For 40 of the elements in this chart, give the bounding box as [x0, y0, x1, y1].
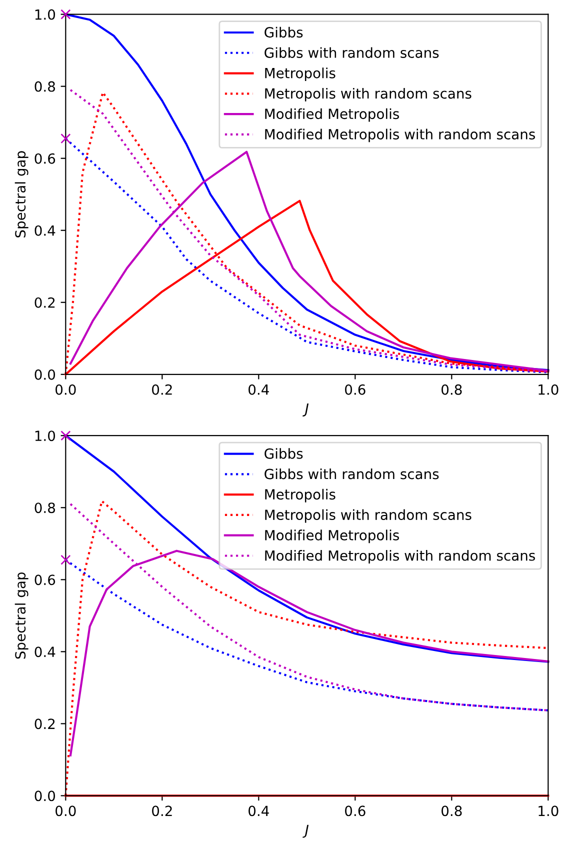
y-tick-label: 1.0	[35, 9, 56, 20]
y-tick-label: 0.8	[34, 81, 55, 92]
x-tick-label: 0.4	[248, 806, 269, 816]
y-axis-title: Spectral gap	[14, 572, 28, 659]
y-tick-label: 0.6	[34, 153, 56, 164]
legend-label: Gibbs	[264, 26, 303, 38]
y-tick-label: 0.4	[34, 225, 56, 236]
y-tick-label: 1.0	[35, 430, 56, 442]
legend-label: Modified Metropolis	[265, 530, 399, 544]
y-tick-label: 0.0	[34, 369, 56, 380]
x-tick-label: 1.0	[538, 806, 558, 816]
legend-label: Modified Metropolis with random scans	[265, 128, 535, 142]
x-tick-label: 0.4	[248, 384, 269, 395]
x-tick-label: 0.2	[152, 384, 172, 395]
legend-label: Modified Metropolis with random scans	[265, 550, 535, 564]
legend-label: Metropolis with random scans	[265, 509, 472, 523]
y-tick-label: 0.0	[34, 790, 56, 802]
legend-label: Metropolis	[265, 68, 336, 82]
x-axis-title: J	[302, 404, 309, 416]
legend-label: Metropolis with random scans	[265, 88, 472, 102]
x-tick-label: 0.8	[442, 384, 462, 395]
y-tick-label: 0.2	[34, 297, 55, 308]
y-tick-label: 0.2	[34, 718, 55, 730]
legend-label: Modified Metropolis	[265, 108, 399, 122]
x-tick-label: 0.6	[345, 384, 366, 395]
legend-label: Gibbs	[264, 448, 303, 459]
y-tick-label: 0.6	[34, 574, 56, 586]
x-axis-title: J	[302, 824, 309, 838]
x-tick-label: 0.0	[56, 384, 76, 395]
y-axis-title: Spectral gap	[14, 151, 28, 238]
legend-label: Metropolis	[265, 488, 336, 502]
y-tick-label: 0.8	[34, 502, 55, 514]
x-tick-label: 1.0	[538, 384, 558, 395]
legend-label: Gibbs with random scans	[264, 468, 439, 480]
x-tick-label: 0.8	[442, 806, 462, 816]
x-tick-label: 0.2	[152, 806, 172, 816]
legend-label: Gibbs with random scans	[264, 47, 439, 58]
x-tick-label: 0.6	[345, 806, 366, 816]
x-tick-label: 0.0	[56, 806, 76, 816]
y-tick-label: 0.4	[34, 646, 56, 658]
